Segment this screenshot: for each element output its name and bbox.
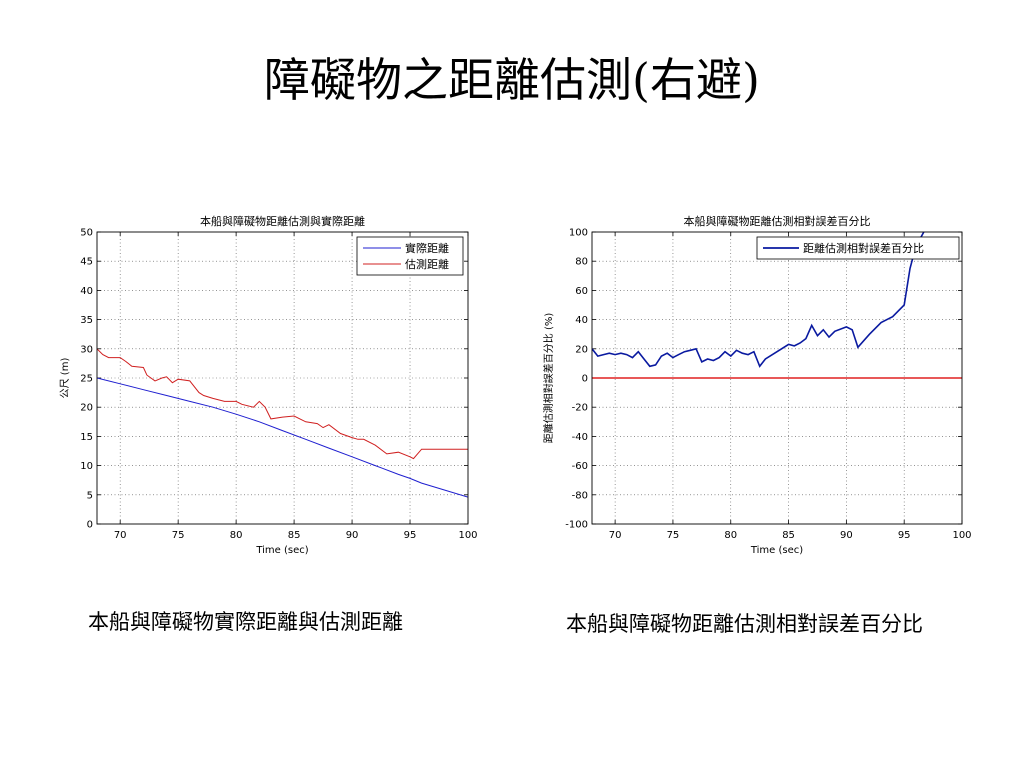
- y-tick-label: 0: [87, 520, 93, 531]
- y-tick-label: 20: [80, 403, 93, 414]
- x-tick-label: 100: [952, 530, 971, 541]
- y-axis-label: 距離估測相對誤差百分比 (%): [542, 313, 555, 444]
- x-tick-label: 90: [840, 530, 853, 541]
- legend-label: 實際距離: [405, 241, 449, 255]
- axes-box: [591, 231, 963, 525]
- legend: 距離估測相對誤差百分比: [756, 236, 960, 260]
- legend-label: 距離估測相對誤差百分比: [803, 241, 924, 255]
- legend-box: [756, 236, 960, 260]
- y-tick-label: 25: [80, 374, 93, 385]
- distance-chart: 70 75 80 85 90 95 100 0 5 10 15 20 25 30 35 40 45 50 本船與障礙…: [40, 200, 490, 570]
- y-tick-label: 40: [575, 315, 588, 326]
- x-tick-label: 90: [346, 530, 359, 541]
- chart-svg: 70 75 80 85 90 95 100 -100 -80 -60 -40 -20 0 20 40 60 80…: [542, 214, 972, 556]
- y-tick-label: 10: [80, 461, 93, 472]
- x-tick-label: 75: [667, 530, 680, 541]
- y-tick-label: -20: [572, 403, 588, 414]
- y-tick-label: 50: [80, 228, 93, 239]
- chart-title: 本船與障礙物距離估測與實際距離: [200, 214, 365, 228]
- y-tick-label: 5: [87, 490, 93, 501]
- series-line-0: [97, 377, 468, 498]
- y-tick-label: -80: [572, 490, 588, 501]
- y-tick-label: 35: [80, 315, 93, 326]
- caption-right: 本船與障礙物距離估測相對誤差百分比: [566, 612, 923, 636]
- y-tick-label: 20: [575, 344, 588, 355]
- y-tick-label: -40: [572, 432, 588, 443]
- y-tick-label: 15: [80, 432, 93, 443]
- x-tick-label: 80: [724, 530, 737, 541]
- y-tick-label: -100: [565, 520, 588, 531]
- series-line-1: [97, 348, 468, 460]
- caption-left: 本船與障礙物實際距離與估測距離: [88, 610, 403, 634]
- x-tick-label: 85: [288, 530, 301, 541]
- x-tick-label: 70: [114, 530, 127, 541]
- y-tick-label: 100: [569, 228, 588, 239]
- x-tick-label: 80: [230, 530, 243, 541]
- y-tick-label: 40: [80, 286, 93, 297]
- chart-svg: 70 75 80 85 90 95 100 0 5 10 15 20 25 30 35 40 45 50 本船與障礙…: [59, 214, 478, 556]
- x-tick-label: 100: [458, 530, 477, 541]
- legend-box: [356, 236, 464, 276]
- y-tick-label: 45: [80, 257, 93, 268]
- series-line-0: [592, 232, 925, 368]
- axes-box: [96, 231, 469, 525]
- y-tick-label: 60: [575, 286, 588, 297]
- error-percent-chart: 70 75 80 85 90 95 100 -100 -80 -60 -40 -20 0 20 40 60 80…: [530, 200, 980, 570]
- chart-title: 本船與障礙物距離估測相對誤差百分比: [684, 214, 871, 228]
- x-axis-label: Time (sec): [750, 545, 803, 556]
- y-axis-label: 公尺 (m): [59, 358, 71, 399]
- y-tick-label: 80: [575, 257, 588, 268]
- slide-title: 障礙物之距離估測(右避): [264, 53, 760, 107]
- x-tick-label: 95: [898, 530, 911, 541]
- legend-label: 估測距離: [405, 257, 449, 271]
- y-tick-label: -60: [572, 461, 588, 472]
- x-tick-label: 75: [172, 530, 185, 541]
- y-tick-label: 30: [80, 344, 93, 355]
- y-tick-label: 0: [582, 374, 588, 385]
- x-axis-label: Time (sec): [255, 545, 308, 556]
- x-tick-label: 85: [782, 530, 795, 541]
- x-tick-label: 95: [404, 530, 417, 541]
- x-tick-label: 70: [609, 530, 622, 541]
